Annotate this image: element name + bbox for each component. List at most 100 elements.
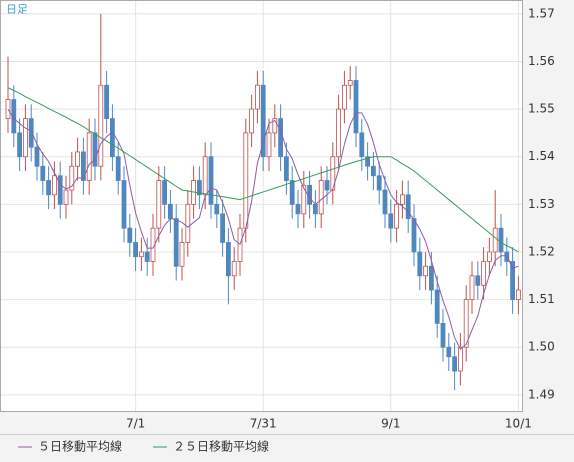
y-tick-label: 1.49 bbox=[528, 387, 555, 401]
candle-body bbox=[295, 203, 301, 215]
y-tick-label: 1.51 bbox=[528, 292, 555, 306]
candle-body bbox=[121, 180, 127, 229]
candle-body bbox=[162, 180, 168, 205]
candle-body bbox=[40, 165, 46, 181]
candle-body bbox=[167, 203, 173, 220]
candle-body bbox=[283, 156, 289, 181]
candle-body bbox=[428, 265, 434, 291]
candle-body bbox=[457, 346, 463, 372]
candle-body bbox=[185, 203, 191, 243]
candle-body bbox=[127, 227, 133, 243]
candle-body bbox=[446, 346, 452, 358]
x-tick-label: 7/31 bbox=[250, 417, 277, 431]
candle-body bbox=[434, 289, 440, 324]
y-tick-label: 1.56 bbox=[528, 54, 555, 68]
candle-body bbox=[486, 251, 492, 262]
x-tick-label: 10/1 bbox=[505, 417, 532, 431]
candle-body bbox=[231, 261, 237, 277]
candle-body bbox=[249, 108, 255, 134]
moving-average-line bbox=[7, 87, 519, 253]
candle-body bbox=[28, 118, 34, 148]
candle-body bbox=[399, 194, 405, 205]
candle-body bbox=[5, 99, 11, 119]
candle-body bbox=[196, 180, 202, 196]
y-tick-label: 1.54 bbox=[528, 149, 555, 163]
candle-body bbox=[312, 203, 318, 215]
candle-body bbox=[411, 218, 417, 253]
candle-body bbox=[469, 275, 475, 300]
candle-body bbox=[278, 118, 284, 158]
period-label: 日足 bbox=[6, 3, 28, 16]
candle-body bbox=[440, 323, 446, 348]
candle-body bbox=[266, 132, 272, 158]
candle-body bbox=[492, 227, 498, 253]
candle-body bbox=[388, 213, 394, 229]
candle-body bbox=[481, 261, 487, 286]
candle-body bbox=[17, 132, 23, 158]
candle-body bbox=[405, 194, 411, 220]
candle-body bbox=[330, 156, 336, 191]
candle-body bbox=[63, 189, 69, 205]
candle-body bbox=[301, 184, 307, 215]
moving-average-line bbox=[7, 108, 519, 350]
candle-body bbox=[214, 203, 220, 215]
candle-body bbox=[347, 80, 353, 86]
candle-body bbox=[289, 180, 295, 205]
candle-body bbox=[423, 265, 429, 277]
candle-body bbox=[382, 189, 388, 215]
candle-body bbox=[138, 251, 144, 258]
candle-body bbox=[510, 261, 516, 300]
y-tick-label: 1.57 bbox=[528, 6, 555, 20]
candle-body bbox=[22, 118, 28, 158]
candle-body bbox=[370, 165, 376, 177]
candle-body bbox=[376, 175, 382, 191]
candle-body bbox=[92, 132, 98, 167]
candle-body bbox=[336, 108, 342, 158]
candle-body bbox=[46, 180, 51, 196]
candle-body bbox=[359, 132, 365, 158]
candle-body bbox=[98, 84, 104, 167]
candle-body bbox=[86, 132, 92, 181]
candle-body bbox=[417, 251, 423, 277]
candle-body bbox=[52, 175, 57, 196]
candle-body bbox=[260, 84, 266, 158]
candle-body bbox=[57, 175, 63, 205]
candle-body bbox=[498, 227, 504, 253]
candle-body bbox=[394, 203, 400, 229]
legend-label: ２５日移動平均線 bbox=[173, 439, 269, 454]
y-tick-label: 1.53 bbox=[528, 197, 555, 211]
candle-body bbox=[516, 289, 521, 300]
y-tick-label: 1.52 bbox=[528, 244, 555, 258]
plot-area bbox=[0, 0, 523, 412]
candle-body bbox=[115, 156, 121, 181]
candle-body bbox=[243, 132, 249, 229]
candle-body bbox=[452, 356, 458, 372]
candle-body bbox=[75, 151, 80, 167]
candle-body bbox=[110, 118, 115, 158]
y-tick-label: 1.55 bbox=[528, 102, 555, 116]
candle-body bbox=[104, 84, 109, 119]
candle-body bbox=[463, 299, 469, 348]
candle-body bbox=[220, 213, 226, 243]
candle-body bbox=[179, 242, 185, 267]
candle-body bbox=[225, 242, 231, 277]
candle-body bbox=[208, 156, 214, 205]
candle-body bbox=[34, 146, 40, 167]
candle-body bbox=[173, 218, 179, 267]
candle-body bbox=[81, 151, 86, 181]
y-tick-label: 1.50 bbox=[528, 340, 555, 354]
candle-body bbox=[318, 180, 324, 215]
legend-label: ５日移動平均線 bbox=[38, 439, 122, 454]
candle-body bbox=[475, 275, 481, 286]
candle-body bbox=[69, 165, 75, 191]
candle-body bbox=[144, 251, 150, 262]
candle-body bbox=[341, 84, 347, 110]
candle-body bbox=[202, 156, 208, 196]
candle-body bbox=[156, 180, 162, 229]
candle-body bbox=[133, 242, 139, 258]
x-tick-label: 9/1 bbox=[381, 417, 400, 431]
candle-body bbox=[365, 156, 371, 167]
candle-body bbox=[324, 180, 330, 191]
candle-body bbox=[254, 84, 260, 110]
